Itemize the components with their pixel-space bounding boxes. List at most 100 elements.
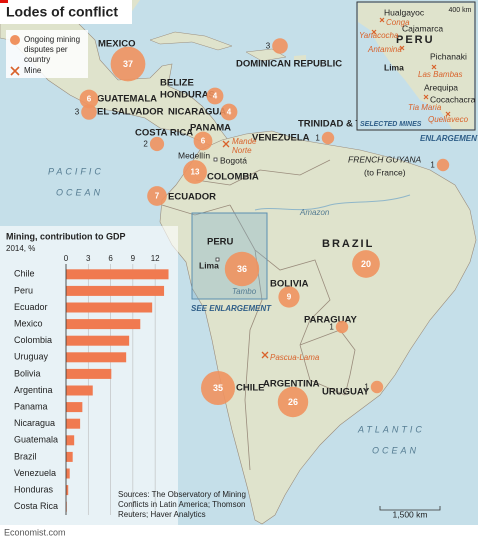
bar: [66, 302, 153, 313]
inset-place: Cocachacra: [430, 94, 476, 104]
mine-label: Mande: [232, 137, 257, 146]
y-tick-label: Brazil: [14, 451, 37, 461]
marker-label: 1: [315, 134, 320, 143]
marker-label: 1: [364, 383, 369, 392]
y-tick-label: Chile: [14, 269, 35, 279]
x-tick-label: 6: [108, 254, 113, 263]
ocean-label: PACIFIC: [48, 166, 104, 176]
bar: [66, 269, 169, 280]
inset-place: Cajamarca: [402, 23, 443, 33]
footer: Economist.com: [4, 527, 66, 537]
inset-place: Lima: [384, 62, 404, 72]
country-label: URUGUAY: [322, 387, 370, 398]
bar: [66, 352, 127, 363]
y-tick-label: Mexico: [14, 318, 43, 328]
chart-title: Mining, contribution to GDP: [6, 231, 125, 241]
dispute-marker: [321, 131, 335, 145]
scale-bar: [379, 506, 441, 511]
y-tick-label: Peru: [14, 285, 33, 295]
y-tick-label: Honduras: [14, 484, 54, 494]
inset-mine: Yanacocha: [359, 31, 399, 40]
dispute-marker: [193, 131, 213, 151]
title: Lodes of conflict: [6, 4, 118, 20]
bar: [66, 335, 130, 346]
city-label: Medellín: [178, 150, 210, 160]
country-label: (to France): [364, 167, 406, 177]
dispute-marker: [278, 286, 300, 308]
chart-subtitle: 2014, %: [6, 244, 35, 253]
country-label: BELIZE: [160, 78, 194, 89]
marker-label: 3: [75, 108, 80, 117]
source: Conflicts in Latin America; Thomson: [118, 500, 245, 509]
country-label: TRINIDAD & TOBAGO: [298, 119, 397, 130]
country-label: COSTA RICA: [135, 128, 193, 139]
marker-label: 4: [213, 92, 218, 101]
inset-mine: Antamina: [367, 45, 402, 54]
country-label: EL SALVADOR: [97, 107, 164, 118]
y-tick-label: Colombia: [14, 335, 52, 345]
border: [161, 159, 356, 471]
bar: [66, 468, 70, 479]
country-label: VENEZUELA: [252, 133, 310, 144]
marker-label: 2: [143, 140, 148, 149]
country-label: BRAZIL: [322, 238, 374, 250]
country-label: HONDURAS: [160, 90, 215, 101]
marker-label: 3: [266, 42, 271, 51]
bar: [66, 435, 75, 446]
inset-country: PERU: [396, 34, 435, 46]
country-label: NICARAGUA: [168, 107, 226, 118]
dispute-marker: [149, 136, 165, 152]
country-label: COLOMBIA: [207, 172, 259, 183]
inset-place: Pichanaki: [430, 51, 467, 61]
dispute-marker: [272, 38, 288, 54]
y-tick-label: Venezuela: [14, 468, 56, 478]
y-tick-label: Guatemala: [14, 435, 58, 445]
dispute-marker: [220, 103, 238, 121]
mine-icon: [222, 140, 269, 359]
x-tick-label: 3: [86, 254, 91, 263]
dispute-marker: [370, 380, 384, 394]
mine-label: Pascua-Lama: [270, 353, 320, 362]
marker-label: 6: [201, 137, 206, 146]
inset-land: [358, 3, 474, 129]
y-tick-label: Panama: [14, 401, 48, 411]
bar: [66, 368, 112, 379]
country-label: PARAGUAY: [304, 315, 357, 326]
enlargement-box: [191, 212, 268, 300]
bar: [66, 319, 141, 330]
dispute-marker: [147, 186, 167, 206]
marker-label: 26: [288, 397, 298, 407]
bar-chart: 0 3 6 9 12 Chile Peru Ecuador Mexico Colombia Urug…: [14, 254, 169, 515]
y-tick-label: Nicaragua: [14, 418, 55, 428]
ocean-label: ATLANTIC: [357, 424, 425, 434]
city-marker: [213, 157, 218, 162]
dispute-marker: [200, 370, 236, 406]
bar: [66, 285, 165, 296]
city-label: Lima: [199, 260, 219, 270]
country-label: CHILE: [236, 383, 265, 394]
country-label: DOMINICAN REPUBLIC: [236, 59, 342, 70]
x-tick-label: 12: [151, 254, 160, 263]
city-label: Bogotá: [220, 155, 247, 165]
x-tick-label: 9: [131, 254, 136, 263]
header-bg: [0, 0, 132, 24]
bar: [66, 385, 93, 396]
city-marker: [215, 257, 220, 262]
country-label: MEXICO: [98, 39, 135, 50]
bar: [66, 418, 81, 429]
enlargement-note: ENLARGEMENT: [420, 134, 478, 143]
y-tick-label: Bolivia: [14, 368, 41, 378]
dispute-marker: [335, 320, 349, 334]
country-label: BOLIVIA: [270, 279, 309, 290]
marker-label: 1: [329, 323, 334, 332]
source: Sources: The Observatory of Mining: [118, 490, 246, 499]
island: [149, 31, 233, 51]
marker-label: 7: [155, 192, 160, 201]
country-label: PERU: [207, 237, 234, 248]
land: [159, 130, 477, 525]
country-label: GUATEMALA: [97, 94, 157, 105]
inset-mine: Quellaveco: [428, 115, 469, 124]
country-label: PANAMA: [190, 123, 231, 134]
